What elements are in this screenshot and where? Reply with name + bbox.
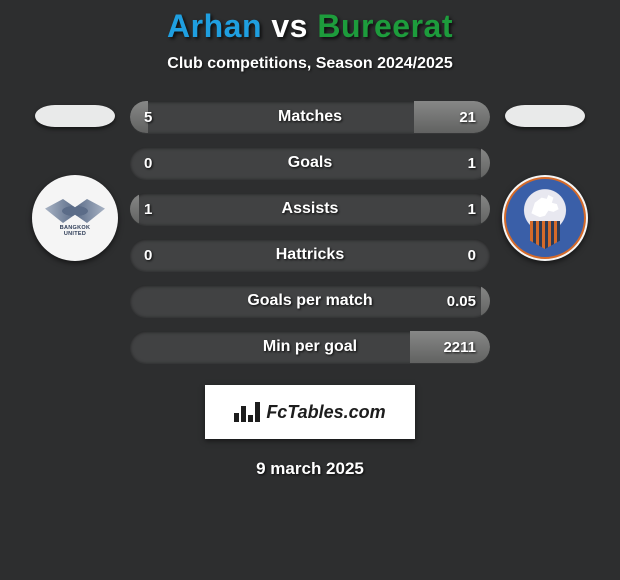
stat-value-right: 2211 xyxy=(443,331,476,363)
stat-fill-right xyxy=(481,147,490,179)
comparison-infographic: Arhan vs Bureerat Club competitions, Sea… xyxy=(0,0,620,580)
watermark: FcTables.com xyxy=(205,385,415,439)
stat-label: Hattricks xyxy=(130,239,490,271)
stat-value-left: 0 xyxy=(144,239,152,271)
bars-logo-icon xyxy=(234,402,260,422)
player1-name: Arhan xyxy=(167,8,262,44)
stat-value-left: 1 xyxy=(144,193,152,225)
vs-label: vs xyxy=(271,8,308,44)
player2-name: Bureerat xyxy=(317,8,453,44)
horse-icon xyxy=(528,195,562,221)
stat-value-right: 21 xyxy=(459,101,476,133)
stat-label: Assists xyxy=(130,193,490,225)
page-title: Arhan vs Bureerat xyxy=(0,8,620,45)
bars-column: Matches521Goals01Assists11Hattricks00Goa… xyxy=(130,101,490,363)
stat-value-right: 1 xyxy=(468,193,476,225)
stat-fill-right xyxy=(481,193,490,225)
player1-flag-icon xyxy=(35,105,115,127)
badge-left-text: BANGKOKUNITED xyxy=(60,225,91,237)
player2-club-badge-icon xyxy=(502,175,588,261)
stat-row: Min per goal2211 xyxy=(130,331,490,363)
player1-club-badge-icon: BANGKOKUNITED xyxy=(32,175,118,261)
stat-value-left: 5 xyxy=(144,101,152,133)
stat-row: Matches521 xyxy=(130,101,490,133)
player2-flag-icon xyxy=(505,105,585,127)
stat-row: Goals0 1 xyxy=(130,147,490,179)
stat-fill-left xyxy=(130,193,139,225)
stat-row: Hattricks0 0 xyxy=(130,239,490,271)
right-side-column xyxy=(490,101,600,261)
stat-value-left: 0 xyxy=(144,147,152,179)
stat-fill-right xyxy=(414,101,490,133)
stat-value-right: 0.05 xyxy=(447,285,476,317)
subtitle: Club competitions, Season 2024/2025 xyxy=(0,55,620,73)
stat-row: Assists1 1 xyxy=(130,193,490,225)
badge-right-inner xyxy=(504,177,586,259)
stat-fill-right xyxy=(481,285,490,317)
badge-left-inner: BANGKOKUNITED xyxy=(40,183,110,253)
stat-label: Goals xyxy=(130,147,490,179)
wings-icon xyxy=(45,199,105,223)
shield-icon xyxy=(530,221,560,249)
date-label: 9 march 2025 xyxy=(0,459,620,479)
stat-row: Goals per match0.05 xyxy=(130,285,490,317)
stat-value-right: 0 xyxy=(468,239,476,271)
stat-label: Goals per match xyxy=(130,285,490,317)
left-side-column: BANGKOKUNITED xyxy=(20,101,130,261)
watermark-text: FcTables.com xyxy=(266,402,385,423)
content-row: BANGKOKUNITED Matches521Goals01Assists11… xyxy=(0,101,620,363)
stat-value-right: 1 xyxy=(468,147,476,179)
